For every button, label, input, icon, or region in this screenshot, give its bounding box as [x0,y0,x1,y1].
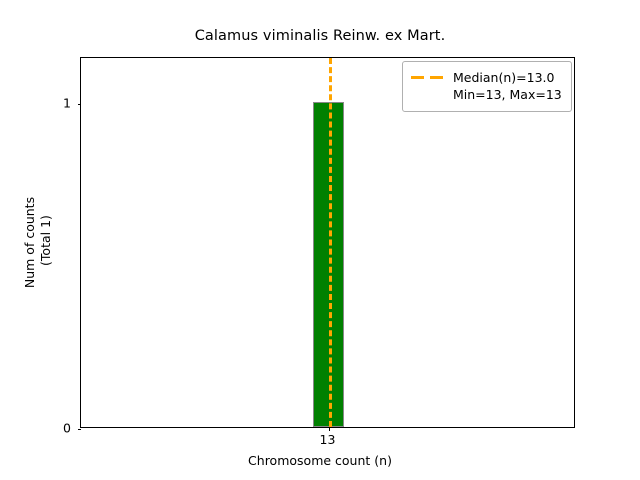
chart-title: Calamus viminalis Reinw. ex Mart. [194,28,446,44]
y-tick-mark [77,103,81,105]
x-tick-label: 13 [319,432,336,447]
y-tick-label: 0 [63,420,71,436]
y-tick-label: 1 [63,95,71,111]
y-axis-label: Num of counts (Total 1) [22,196,53,289]
chart-legend: Median(n)=13.0 Min=13, Max=13 [402,61,572,112]
legend-dashed-line-icon [411,70,445,86]
legend-entry-text: Median(n)=13.0 Min=13, Max=13 [453,69,562,103]
x-tick-mark [328,427,330,431]
legend-label-median: Median(n)=13.0 [453,70,555,85]
legend-label-minmax: Min=13, Max=13 [453,87,562,102]
median-line [328,58,332,427]
x-axis-label: Chromosome count (n) [248,453,392,468]
plot-area [77,57,575,431]
y-tick-mark [77,429,81,430]
